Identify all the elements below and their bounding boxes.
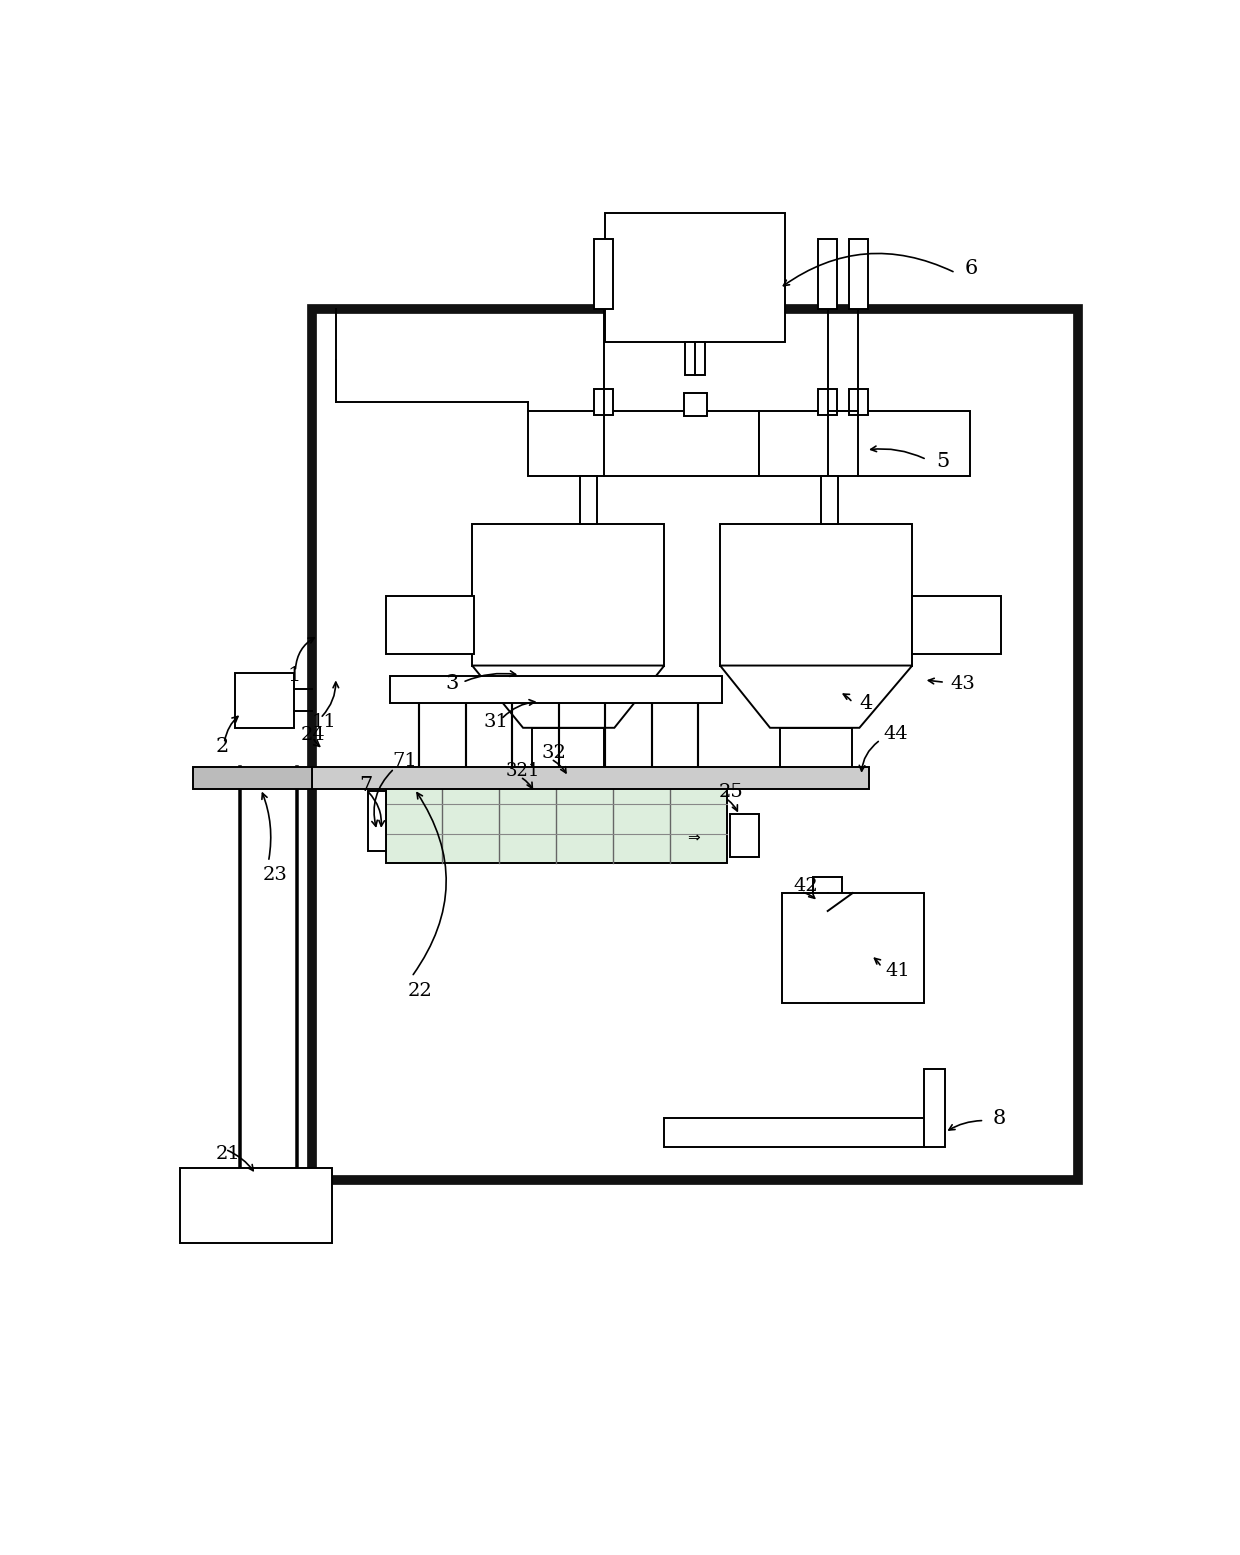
Bar	[391, 676, 722, 703]
Bar	[532, 728, 604, 773]
Bar	[780, 728, 852, 773]
Bar	[818, 389, 837, 415]
Text: 43: 43	[951, 675, 976, 692]
Text: 71: 71	[392, 753, 417, 770]
Bar	[729, 813, 759, 857]
Bar	[234, 673, 294, 728]
Bar	[180, 1168, 332, 1242]
Bar	[720, 524, 913, 666]
Bar	[594, 239, 614, 309]
Bar	[311, 767, 869, 788]
Text: 5: 5	[936, 453, 950, 471]
Bar	[849, 389, 868, 415]
Polygon shape	[472, 666, 665, 728]
Bar	[849, 239, 868, 309]
Text: 24: 24	[301, 726, 326, 743]
Text: 44: 44	[883, 725, 908, 743]
Bar	[386, 774, 727, 863]
Bar	[580, 476, 596, 524]
Bar	[759, 411, 970, 476]
Bar	[386, 596, 474, 653]
Bar	[686, 342, 704, 375]
Text: 42: 42	[794, 877, 818, 894]
Text: 11: 11	[311, 712, 336, 731]
Bar	[821, 476, 838, 524]
Text: 25: 25	[719, 784, 744, 801]
Text: 4: 4	[859, 695, 873, 714]
Bar	[311, 309, 1078, 1180]
Text: 1: 1	[288, 666, 301, 684]
Text: $\Rightarrow$: $\Rightarrow$	[684, 829, 702, 843]
Bar	[818, 239, 837, 309]
Bar	[472, 524, 665, 666]
Bar	[786, 771, 802, 785]
Bar	[368, 791, 386, 851]
Bar	[683, 392, 707, 417]
Bar	[806, 771, 821, 785]
Bar	[924, 1068, 945, 1148]
Bar	[665, 1118, 926, 1148]
Bar	[781, 893, 924, 1003]
Text: 321: 321	[506, 762, 541, 781]
Bar	[528, 411, 759, 476]
Bar	[193, 767, 311, 788]
Text: 7: 7	[360, 776, 373, 795]
Text: 41: 41	[885, 963, 910, 980]
Text: 23: 23	[263, 866, 288, 885]
Text: 3: 3	[445, 673, 459, 694]
Bar	[913, 596, 1001, 653]
Text: 21: 21	[216, 1144, 241, 1163]
Text: 31: 31	[484, 712, 508, 731]
Text: 32: 32	[542, 743, 567, 762]
Text: 8: 8	[993, 1109, 1006, 1127]
Bar	[594, 389, 614, 415]
Bar	[605, 213, 785, 342]
Text: 22: 22	[408, 983, 433, 1000]
Polygon shape	[720, 666, 913, 728]
Text: 2: 2	[216, 737, 229, 756]
Bar	[813, 877, 842, 911]
Text: 6: 6	[965, 258, 978, 277]
